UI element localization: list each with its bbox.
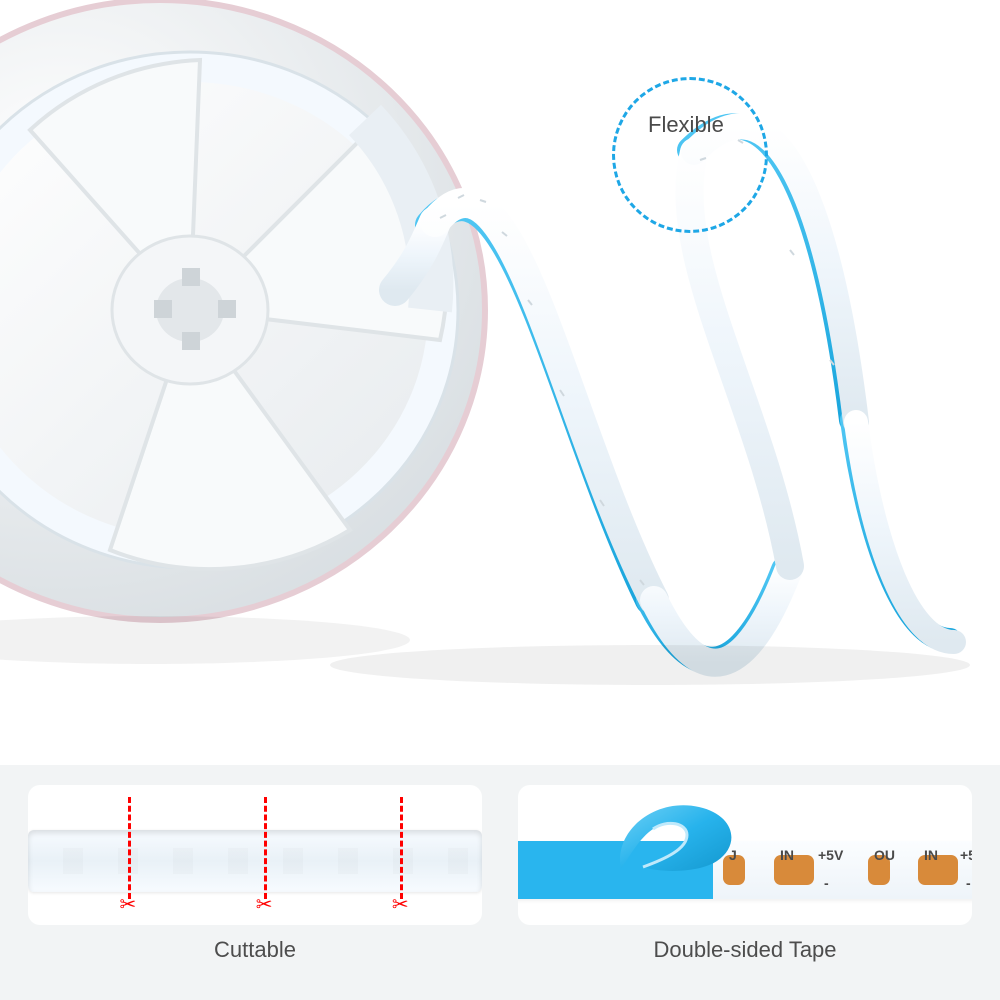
- panel-cuttable: ✂ ✂ ✂ Cuttable: [28, 785, 482, 1000]
- scissors-icon: ✂: [256, 892, 273, 917]
- scissors-icon: ✂: [119, 892, 136, 917]
- cuttable-card: ✂ ✂ ✂: [28, 785, 482, 925]
- flexible-callout-circle: [612, 77, 768, 233]
- pcb-marking: OU: [874, 847, 895, 863]
- cuttable-caption: Cuttable: [214, 937, 296, 963]
- pcb-marking: J: [729, 847, 737, 863]
- cut-line: [128, 797, 131, 899]
- cuttable-strip: [28, 830, 482, 892]
- pcb-marking: IN: [780, 847, 794, 863]
- panel-tape: JIN+5VOUIN+5VOU-- Double-sided Tape: [518, 785, 972, 1000]
- pcb-marking: IN: [924, 847, 938, 863]
- flexible-callout-label: Flexible: [648, 112, 724, 138]
- pcb-marking: +5V: [960, 847, 972, 863]
- product-illustration: [0, 0, 1000, 720]
- tape-caption: Double-sided Tape: [653, 937, 836, 963]
- cut-line: [264, 797, 267, 899]
- feature-bar: ✂✂✂ Cuttable JIN+5VOUIN+5VOU-- Double-si…: [0, 765, 1000, 1000]
- cut-line: [400, 797, 403, 899]
- scissors-icon: ✂: [392, 892, 409, 917]
- tape-card: JIN+5VOUIN+5VOU--: [518, 785, 972, 925]
- pcb-marking: -: [824, 875, 829, 891]
- pcb-marking: -: [966, 875, 971, 891]
- pcb-marking: +5V: [818, 847, 843, 863]
- hero-area: Flexible: [0, 0, 1000, 720]
